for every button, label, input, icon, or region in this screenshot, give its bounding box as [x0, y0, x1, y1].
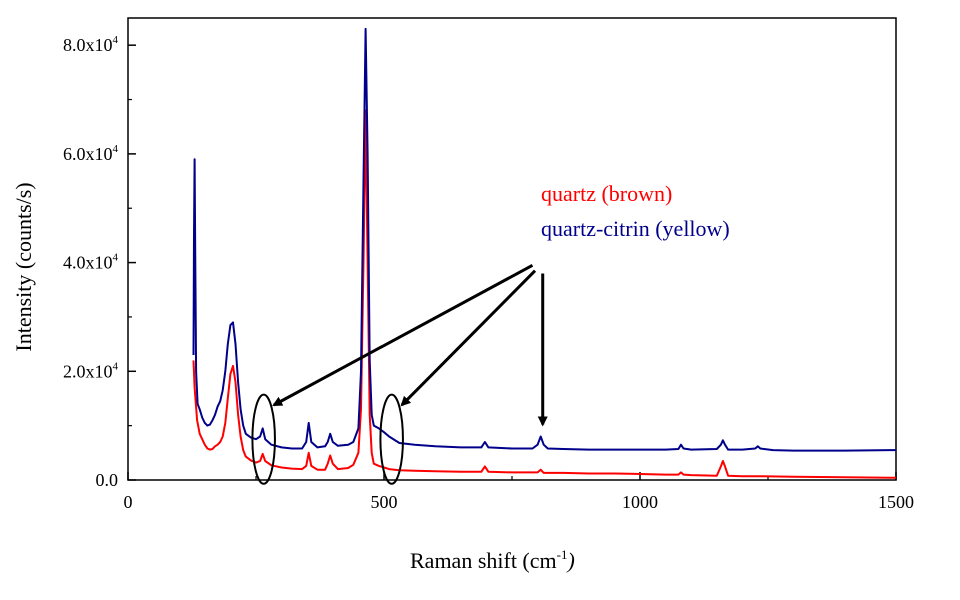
y-tick-label: 2.0x104	[63, 360, 119, 381]
y-tick-label-base: 0.0	[96, 470, 119, 490]
y-tick-label: 4.0x104	[63, 252, 119, 273]
y-tick-label-base: 8.0x10	[63, 35, 113, 55]
series-line-quartz-brown	[192, 109, 897, 479]
x-axis-title: Raman shift (cm-1)	[410, 547, 575, 573]
x-tick-label: 500	[371, 492, 398, 512]
y-tick-label: 6.0x104	[63, 143, 119, 164]
series-line-quartz-citrin-yellow	[192, 27, 897, 452]
x-axis-title-close: )	[565, 548, 574, 573]
annotation-arrow	[272, 263, 534, 407]
y-tick-label: 8.0x104	[63, 34, 119, 55]
x-tick-label: 1500	[878, 492, 914, 512]
y-tick-label-base: 2.0x10	[63, 361, 113, 381]
y-tick-label: 0.0	[96, 470, 119, 490]
legend-entry-quartz-citrin-yellow: quartz-citrin (yellow)	[541, 216, 730, 241]
y-tick-label-exponent: 4	[113, 252, 119, 264]
annotation-ellipse	[379, 393, 404, 485]
y-axis-title: Intensity (counts/s)	[11, 182, 36, 351]
y-tick-label-base: 6.0x10	[63, 144, 113, 164]
annotation-ellipse	[251, 393, 276, 485]
y-tick-label-exponent: 4	[113, 360, 119, 372]
plot-frame	[127, 17, 897, 481]
x-tick-label: 0	[124, 492, 133, 512]
y-tick-label-exponent: 4	[113, 34, 119, 46]
legend-entry-quartz-brown: quartz (brown)	[541, 181, 672, 206]
y-tick-label-exponent: 4	[113, 143, 119, 155]
x-axis-title-superscript: -1	[557, 547, 568, 562]
annotation-arrow	[400, 269, 537, 407]
y-tick-label-base: 4.0x10	[63, 253, 113, 273]
x-axis-title-text: Raman shift (cm	[410, 548, 557, 573]
x-tick-label: 1000	[622, 492, 658, 512]
